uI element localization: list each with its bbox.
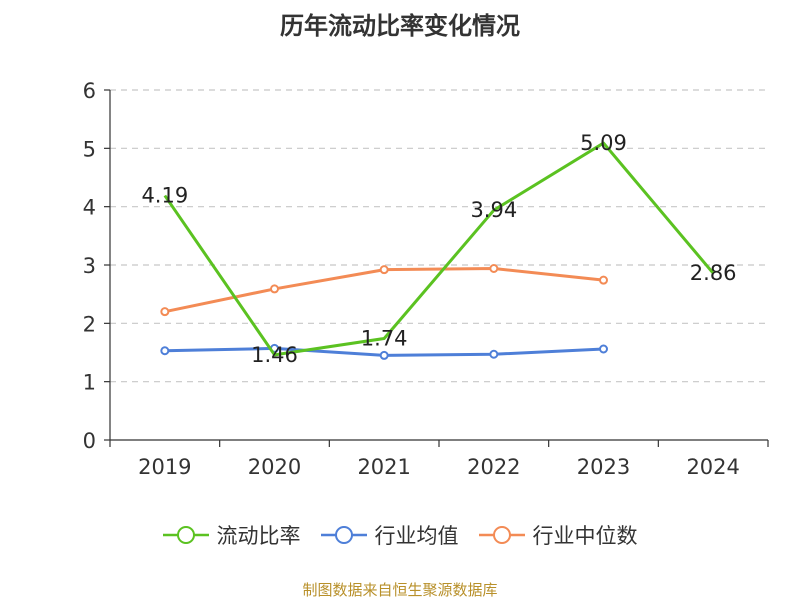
series-2 (160, 264, 608, 317)
legend-marker-industry-median (478, 526, 525, 544)
data-label-0-1: 1.46 (251, 343, 298, 367)
axis-layer: 0 1 2 3 4 5 6 2019 2020 2021 2022 2023 2024 (83, 79, 769, 479)
data-label-0-5: 2.86 (690, 261, 737, 285)
grid-layer (110, 89, 768, 383)
x-tick-label-2019: 2019 (138, 455, 191, 479)
source-note: 制图数据来自恒生聚源数据库 (302, 581, 498, 599)
y-tick-label-2: 2 (83, 312, 96, 336)
data-label-0-2: 1.74 (361, 327, 408, 351)
y-tick-label-0: 0 (83, 429, 96, 453)
legend-marker-current-ratio (162, 526, 209, 544)
y-tick-label-5: 5 (83, 137, 96, 161)
y-tick-label-6: 6 (83, 79, 96, 103)
x-tick-label-2021: 2021 (357, 455, 410, 479)
legend-item-industry-median[interactable]: 行业中位数 (478, 520, 638, 550)
legend-label-industry-mean: 行业均值 (374, 524, 459, 548)
data-label-0-3: 3.94 (470, 198, 517, 222)
data-point-2-0 (160, 307, 170, 317)
series-1 (160, 343, 608, 360)
data-point-2-1 (270, 284, 279, 294)
data-point-2-3 (489, 264, 499, 273)
x-tick-label-2023: 2023 (577, 455, 630, 479)
data-point-1-3 (489, 349, 499, 359)
y-tick-label-3: 3 (83, 254, 96, 278)
legend: 流动比率 行业均值 行业中位数 (0, 520, 800, 550)
chart-title: 历年流动比率变化情况 (280, 12, 520, 40)
data-point-2-2 (379, 265, 389, 275)
label-layer: 4.19 1.46 1.74 3.94 5.09 2.86 (141, 131, 736, 367)
legend-item-current-ratio[interactable]: 流动比率 (162, 520, 301, 550)
data-point-2-4 (599, 275, 608, 285)
legend-label-current-ratio: 流动比率 (216, 524, 301, 548)
legend-item-industry-mean[interactable]: 行业均值 (320, 520, 459, 550)
series-line-0 (163, 141, 715, 357)
series-0 (163, 141, 715, 357)
x-tick-label-2022: 2022 (467, 455, 520, 479)
data-point-1-4 (599, 344, 608, 354)
legend-marker-industry-mean (320, 526, 367, 544)
data-label-0-0: 4.19 (141, 184, 188, 208)
data-label-0-4: 5.09 (580, 131, 627, 155)
data-point-1-0 (160, 346, 170, 356)
legend-label-industry-median: 行业中位数 (532, 524, 638, 548)
data-point-1-2 (379, 350, 389, 360)
x-tick-label-2020: 2020 (248, 455, 301, 479)
series-layer (160, 141, 715, 360)
y-tick-label-4: 4 (83, 196, 96, 220)
y-tick-label-1: 1 (83, 371, 96, 395)
x-tick-label-2024: 2024 (686, 455, 739, 479)
